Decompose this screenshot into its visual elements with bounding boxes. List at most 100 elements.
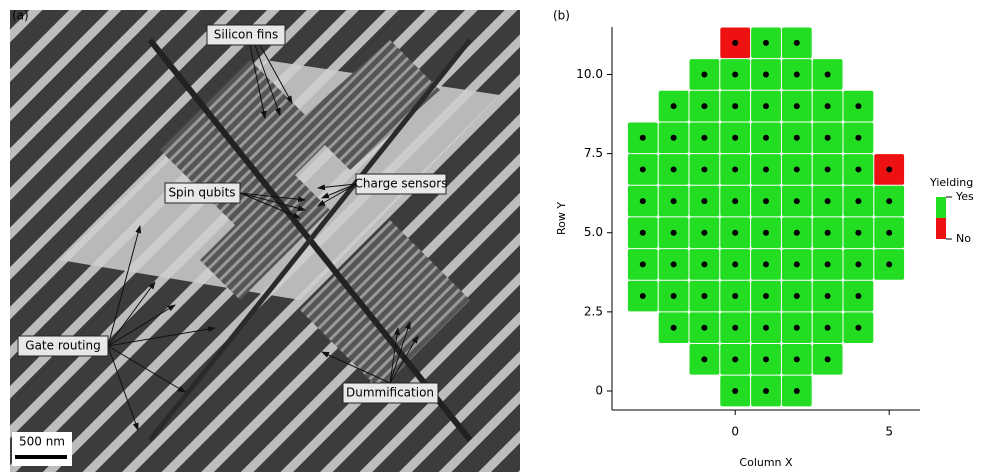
dot — [763, 103, 769, 109]
dot — [671, 230, 677, 236]
dot — [763, 261, 769, 267]
dot — [671, 166, 677, 172]
legend-swatch — [936, 218, 946, 239]
dot — [825, 293, 831, 299]
annotation: Spin qubits — [168, 186, 235, 200]
dot — [794, 230, 800, 236]
dot — [640, 230, 646, 236]
annotation: Charge sensors — [355, 177, 448, 191]
annotation: Silicon fins — [214, 28, 278, 42]
dot — [671, 261, 677, 267]
dot — [794, 261, 800, 267]
dot — [855, 103, 861, 109]
scale-bar-label: 500 nm — [19, 435, 65, 449]
dot — [732, 325, 738, 331]
legend-label: No — [956, 232, 971, 245]
dot — [794, 325, 800, 331]
dot — [794, 103, 800, 109]
dot — [886, 198, 892, 204]
dot — [701, 103, 707, 109]
dot — [763, 166, 769, 172]
dot — [671, 293, 677, 299]
dot — [701, 135, 707, 141]
dot — [732, 71, 738, 77]
dot — [763, 40, 769, 46]
dot — [732, 103, 738, 109]
panel-label: (b) — [553, 9, 570, 23]
dot — [825, 325, 831, 331]
scale-bar — [15, 455, 67, 459]
dot — [732, 198, 738, 204]
dot — [794, 71, 800, 77]
dot — [640, 135, 646, 141]
dot — [794, 198, 800, 204]
dot — [763, 71, 769, 77]
dot — [825, 356, 831, 362]
dot — [763, 230, 769, 236]
x-tick-label: 5 — [885, 425, 893, 439]
x-tick-label: 0 — [731, 425, 739, 439]
dot — [701, 325, 707, 331]
y-tick-label: 2.5 — [584, 304, 603, 318]
y-tick-label: 0 — [595, 384, 603, 398]
dot — [855, 261, 861, 267]
dot — [794, 135, 800, 141]
dot — [794, 293, 800, 299]
dot — [825, 135, 831, 141]
dot — [640, 293, 646, 299]
dot — [701, 356, 707, 362]
dot — [701, 166, 707, 172]
y-axis-label: Row Y — [555, 202, 568, 235]
dot — [763, 356, 769, 362]
legend-label: Yes — [955, 190, 974, 203]
dot — [855, 166, 861, 172]
dot — [855, 325, 861, 331]
dot — [794, 356, 800, 362]
dot — [763, 198, 769, 204]
dot — [732, 356, 738, 362]
dot — [886, 166, 892, 172]
dot — [671, 135, 677, 141]
legend-title: Yielding — [929, 176, 973, 189]
dot — [763, 135, 769, 141]
dot — [886, 230, 892, 236]
dot — [732, 40, 738, 46]
y-tick-label: 10.0 — [576, 67, 603, 81]
dot — [794, 388, 800, 394]
dot — [640, 198, 646, 204]
dot — [640, 261, 646, 267]
dot — [732, 293, 738, 299]
dot — [701, 293, 707, 299]
dot — [794, 166, 800, 172]
dot — [732, 261, 738, 267]
dot — [732, 388, 738, 394]
dot — [701, 198, 707, 204]
dot — [701, 230, 707, 236]
dot — [763, 325, 769, 331]
annotation: Gate routing — [25, 339, 100, 353]
dot — [886, 261, 892, 267]
dot — [825, 71, 831, 77]
dot — [825, 166, 831, 172]
dot — [732, 230, 738, 236]
dot — [763, 388, 769, 394]
dot — [671, 198, 677, 204]
micrograph — [10, 10, 520, 472]
dot — [794, 40, 800, 46]
dot — [855, 198, 861, 204]
dot — [855, 293, 861, 299]
y-tick-label: 5.0 — [584, 225, 603, 239]
dot — [855, 135, 861, 141]
dot — [763, 293, 769, 299]
panel-label: (a) — [12, 9, 29, 23]
annotation: Dummification — [346, 386, 434, 400]
x-axis-label: Column X — [739, 456, 793, 469]
dot — [671, 103, 677, 109]
dot — [732, 166, 738, 172]
legend-swatch — [936, 197, 946, 218]
figure: (a) Silicon fins Spin qubits Charge sens… — [0, 0, 981, 473]
dot — [701, 71, 707, 77]
dot — [825, 230, 831, 236]
dot — [825, 103, 831, 109]
dot — [640, 166, 646, 172]
